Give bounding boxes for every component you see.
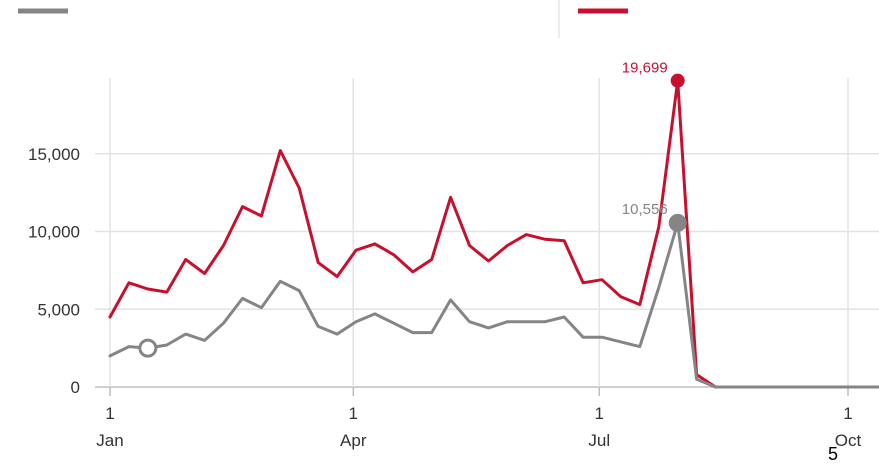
x-tick-day-label: 1 — [105, 404, 114, 423]
series-line-0 — [108, 79, 879, 389]
peak-label-0: 19,699 — [622, 60, 668, 77]
open-marker-1 — [138, 338, 158, 358]
gridlines — [95, 78, 879, 388]
x-tick-day-label: 1 — [349, 404, 358, 423]
x-tick-day-label: 1 — [595, 404, 604, 423]
peak-marker-0 — [670, 73, 685, 88]
x-axis-ticks: 1 Jan 1 Apr 1 Jul 1 Oct — [96, 387, 861, 450]
peak-marker-1 — [668, 213, 687, 232]
y-tick-label: 10,000 — [28, 223, 80, 242]
series-line-1 — [108, 221, 879, 389]
y-tick-label: 5,000 — [37, 300, 80, 319]
peak-label-1: 10,556 — [622, 201, 668, 218]
series-layer — [108, 79, 879, 389]
markers: 19,699 10,556 — [138, 60, 687, 358]
x-tick-month-label: Jul — [588, 431, 610, 450]
corner-number: 5 — [828, 444, 839, 464]
x-tick-month-label: Apr — [340, 431, 367, 450]
y-axis-ticks: 0 5,000 10,000 15,000 — [28, 145, 80, 397]
x-tick-month-label: Oct — [835, 431, 862, 450]
legend — [18, 0, 628, 38]
x-tick-month-label: Jan — [96, 431, 123, 450]
x-tick-day-label: 1 — [843, 404, 852, 423]
y-tick-label: 0 — [71, 378, 80, 397]
y-tick-label: 15,000 — [28, 145, 80, 164]
